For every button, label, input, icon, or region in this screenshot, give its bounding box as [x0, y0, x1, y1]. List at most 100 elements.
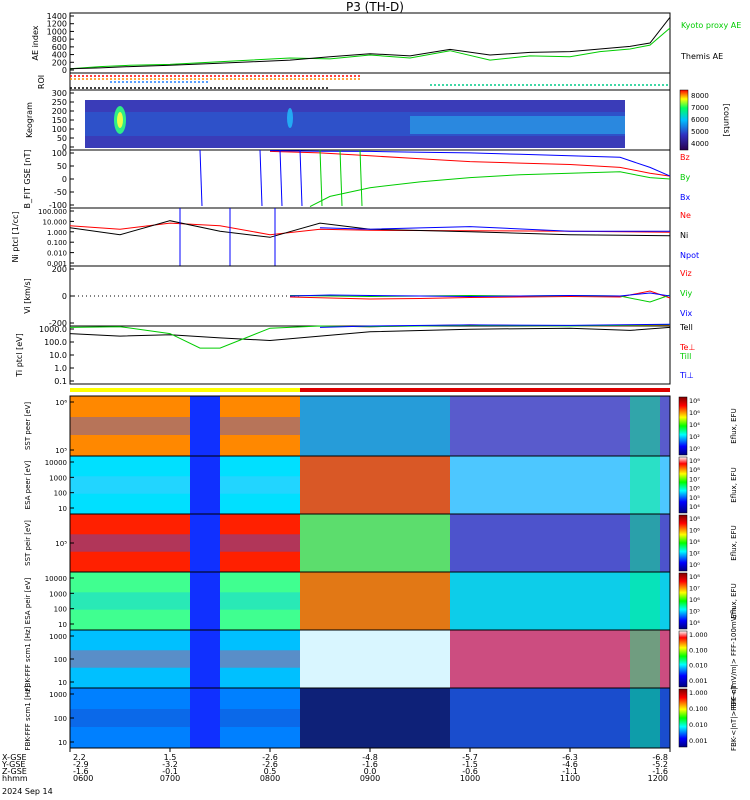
bfit-spikes [199, 149, 363, 207]
sst-i-dropout [190, 514, 220, 572]
ae-tick-1: 1200 [47, 20, 67, 29]
esa-i-band-late [450, 572, 670, 630]
esa-i-colorbar [678, 572, 688, 630]
ae-line-1 [69, 16, 671, 70]
sst-e-colorbar-label: Eflux, EFU [730, 408, 738, 443]
mode-bar-seg-0 [70, 388, 300, 392]
velocity-ylabel: Vi [km/s] [23, 278, 32, 314]
fbk-b-cb-tick-1: 0.100 [689, 705, 708, 713]
eph-z-1: -0.1 [162, 767, 178, 776]
bfit-spike-0 [199, 149, 203, 207]
sst-e-ylabel: SST peer [eV] [24, 402, 32, 450]
fbk-e-band-mid [300, 630, 450, 688]
esa-e-colorbar [678, 456, 688, 514]
esa-i-tick-3: 10 [58, 621, 67, 629]
fbk-e-tick-2: 10 [58, 679, 67, 687]
fbk-e-band-storm [630, 630, 660, 688]
mode-bar-seg-1 [300, 388, 670, 392]
fbk-b-cb-tick-3: 0.001 [689, 737, 708, 745]
legend-tell: Tell [679, 323, 693, 332]
fbk-e-tick-0: 1000 [49, 633, 67, 641]
esa-i-cb-tick-0: 10⁸ [689, 573, 700, 581]
esa-e-cb-tick-2: 10⁷ [689, 475, 700, 483]
esa-e-colorbar-label: Eflux, EFU [730, 467, 738, 502]
esa-e-band-late [450, 456, 670, 514]
panel-fbk-e: FBK-FFF scm1 [Hz] 1000 100 10 1.000 0.100 0.01… [24, 607, 738, 711]
sst-e-colorbar [678, 396, 688, 456]
temperature-tick-labels: 1000.0 100.0 10.0 1.0 0.1 [39, 325, 74, 386]
temperature-tick-0: 1000.0 [39, 325, 67, 334]
temperature-ylabel: Ti ptcl [eV] [15, 333, 24, 377]
density-tick-0: 100.000 [38, 208, 67, 216]
legend-npot: Npot [680, 251, 699, 260]
eph-hhmm-2: 0800 [260, 774, 280, 783]
fbk-e-colorbar [678, 630, 688, 688]
panel-esa-e: ESA peer [eV] 1000010001001010⁹10⁸10⁷10⁶1… [24, 455, 738, 515]
keogram-heatmap [85, 100, 625, 148]
density-series [69, 220, 671, 238]
eph-y-2: -2.6 [262, 760, 278, 769]
sst-i-tick-0: 10⁵ [55, 540, 67, 548]
roi-series [70, 75, 670, 89]
eph-hhmm-3: 0900 [360, 774, 380, 783]
ae-ylabel: AE index [31, 25, 40, 60]
bfit-series [269, 150, 671, 208]
density-ylabel: Ni ptcl [1/cc] [11, 212, 20, 263]
sst-e-cb-tick-2: 10⁴ [689, 421, 700, 429]
temperature-tick-3: 1.0 [54, 364, 67, 373]
sst-i-colorbar [678, 514, 688, 572]
eph-z-0: -1.6 [73, 767, 89, 776]
roi-ylabel: ROI [37, 75, 46, 89]
ae-tick-3: 800 [52, 35, 67, 44]
velocity-line-1 [289, 294, 671, 303]
esa-i-band-storm [630, 572, 660, 630]
sst-e-cb-tick-4: 10⁰ [689, 445, 700, 453]
density-tick-2: 1.000 [47, 229, 67, 237]
fbk-e-band-early [70, 650, 300, 668]
legend-till: Till [679, 352, 691, 361]
keogram-aurora-core [117, 112, 123, 128]
esa-e-band-storm [630, 456, 660, 514]
keogram-tick-1: 250 [52, 98, 67, 107]
sst-i-colorbar-label: Eflux, EFU [730, 525, 738, 560]
esa-e-cb-tick-4: 10⁵ [689, 494, 700, 502]
ae-line-0 [69, 27, 671, 70]
eph-x-4: -5.7 [462, 753, 478, 762]
bfit-tick-3: -50 [54, 188, 67, 197]
mode-bar [70, 388, 670, 392]
keogram-tick-6: 0 [62, 143, 67, 152]
keogram-colorbar-ticks: 8000 7000 6000 5000 4000 [691, 92, 709, 148]
density-line-1 [69, 220, 671, 238]
fbk-b-band-mid [300, 688, 450, 748]
temperature-tick-1: 100.0 [44, 338, 67, 347]
panel-roi: ROI [37, 72, 671, 91]
sst-e-tick-0: 10⁶ [55, 399, 67, 407]
eph-x-2: -2.6 [262, 753, 278, 762]
panel-velocity: Vi [km/s] 200 0 -200 Viz Viy Vix [23, 265, 693, 328]
sst-i-cb-tick-4: 10⁰ [689, 561, 700, 569]
esa-i-cb-tick-2: 10⁶ [689, 596, 700, 604]
legend-ni: Ni [680, 231, 688, 240]
keogram-cb-tick-4: 4000 [691, 140, 709, 148]
date-label: 2024 Sep 14 [2, 787, 53, 796]
ae-tick-2: 1000 [47, 27, 67, 36]
eph-hhmm-0: 0600 [73, 774, 93, 783]
panel-density: Ni ptcl [1/cc] 100.000 10.000 1.000 0.100 0.… [11, 207, 699, 268]
legend-bx: Bx [680, 193, 690, 202]
eph-x-1: 1.5 [164, 753, 177, 762]
panel-esa-i: ESA peir [eV] 10000 1000 100 10 10⁸ 10⁷ 10⁶ 10⁵ 1… [24, 571, 738, 631]
legend-bz: Bz [680, 153, 690, 162]
temperature-tick-4: 0.1 [54, 377, 67, 386]
velocity-tick-0: 200 [52, 265, 67, 274]
eph-y-4: -1.5 [462, 760, 478, 769]
eph-y-6: -5.2 [652, 760, 668, 769]
esa-i-tick-2: 100 [54, 606, 67, 614]
legend-themis-ae: Themis AE [680, 52, 723, 61]
legend-by: By [680, 173, 690, 182]
sst-i-band-mid [300, 514, 450, 572]
panel-fbk-b: FBK-FFF scm1 [Hz] 1000 100 10 1.000 0.100 0.01… [24, 684, 738, 751]
panel-sst-i: SST peir [eV] 10⁵ 10⁸ 10⁶ 10⁴ 10² 10⁰ Eflux, EF… [24, 513, 738, 573]
